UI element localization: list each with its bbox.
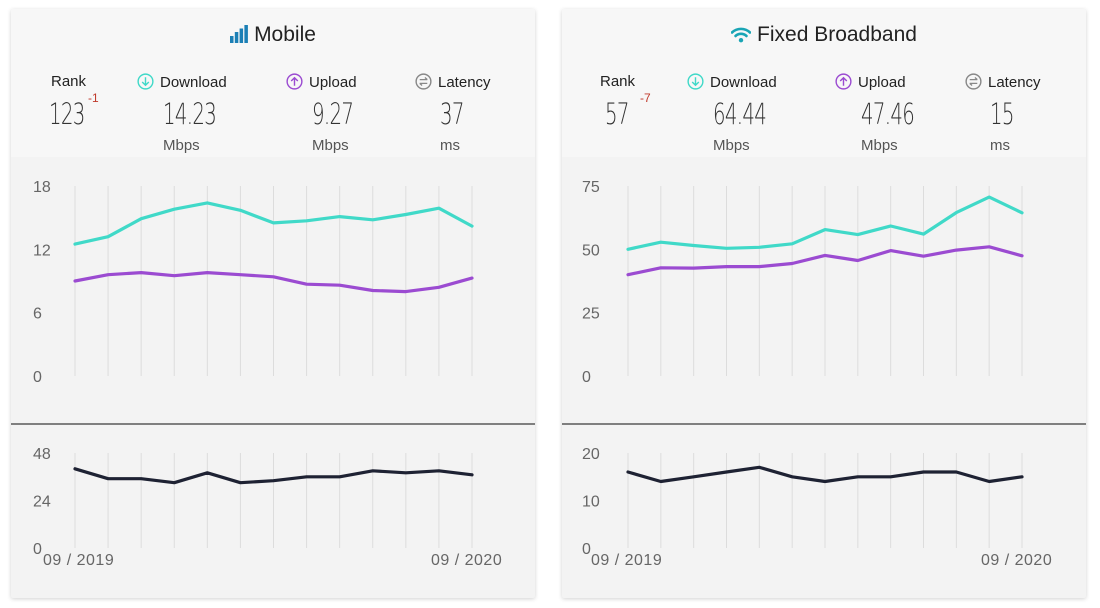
mobile-summary: Mobile Rank 123 -1 Download 14.23 Mbps U… — [11, 9, 535, 157]
latency-label-text: Latency — [988, 74, 1041, 91]
speed-y-tick: 12 — [33, 242, 51, 259]
download-value: 14.23 — [163, 97, 217, 131]
download-line — [73, 201, 474, 246]
latency-label-text: Latency — [438, 74, 491, 91]
speed-y-tick: 0 — [33, 369, 42, 386]
upload-label-text: Upload — [309, 74, 357, 91]
download-arrow-icon — [687, 73, 704, 90]
wifi-icon — [730, 25, 752, 49]
broadband-charts: 0 25 50 75 0 10 20 — [562, 179, 1086, 558]
upload-label: Upload — [835, 73, 906, 91]
download-line — [626, 195, 1024, 251]
speed-y-tick: 50 — [582, 242, 600, 259]
upload-arrow-icon — [286, 73, 303, 90]
latency-y-tick: 20 — [582, 446, 600, 463]
mobile-charts: 0 6 12 18 0 24 48 — [11, 179, 535, 558]
latency-y-tick: 24 — [33, 494, 51, 511]
download-label: Download — [137, 73, 227, 91]
latency-unit: ms — [440, 137, 460, 154]
download-label-text: Download — [710, 74, 777, 91]
latency-value: 15 — [990, 97, 1014, 131]
latency-y-tick: 0 — [33, 541, 42, 558]
broadband-title: Fixed Broadband — [562, 23, 1086, 49]
download-unit: Mbps — [163, 137, 200, 154]
upload-value: 9.27 — [312, 97, 354, 131]
download-value: 64.44 — [713, 97, 767, 131]
mobile-date-end: 09 / 2020 — [431, 552, 503, 569]
download-label: Download — [687, 73, 777, 91]
broadband-title-text: Fixed Broadband — [757, 23, 917, 46]
latency-line — [626, 465, 1024, 484]
rank-value: 57 — [605, 97, 629, 131]
rank-delta: -1 — [88, 91, 99, 105]
latency-y-tick: 48 — [33, 446, 51, 463]
mobile-title-text: Mobile — [254, 23, 316, 46]
broadband-date-end: 09 / 2020 — [981, 552, 1053, 569]
rank-label: Rank — [600, 73, 636, 90]
upload-line — [73, 271, 474, 294]
broadband-summary: Fixed Broadband Rank 57 -7 Download 64.4… — [562, 9, 1086, 157]
latency-y-tick: 10 — [582, 494, 600, 511]
upload-line — [626, 245, 1024, 277]
upload-label-text: Upload — [858, 74, 906, 91]
upload-unit: Mbps — [861, 137, 898, 154]
latency-unit: ms — [990, 137, 1010, 154]
upload-unit: Mbps — [312, 137, 349, 154]
download-arrow-icon — [137, 73, 154, 90]
speed-y-tick: 18 — [33, 179, 51, 196]
rank-delta: -7 — [640, 91, 651, 105]
mobile-date-start: 09 / 2019 — [43, 552, 115, 569]
latency-y-tick: 0 — [582, 541, 591, 558]
latency-label: Latency — [965, 73, 1041, 91]
speed-y-tick: 25 — [582, 306, 600, 323]
speed-y-tick: 6 — [33, 306, 42, 323]
rank-value: 123 — [49, 97, 85, 131]
upload-arrow-icon — [835, 73, 852, 90]
upload-value: 47.46 — [861, 97, 915, 131]
download-label-text: Download — [160, 74, 227, 91]
mobile-panel: Mobile Rank 123 -1 Download 14.23 Mbps U… — [11, 9, 535, 598]
mobile-title: Mobile — [11, 23, 535, 49]
latency-line — [73, 467, 474, 485]
latency-arrows-icon — [415, 73, 432, 90]
latency-value: 37 — [440, 97, 464, 131]
broadband-date-start: 09 / 2019 — [591, 552, 663, 569]
signal-bars-icon — [230, 25, 248, 49]
rank-label: Rank — [51, 73, 87, 90]
speed-y-tick: 75 — [582, 179, 600, 196]
upload-label: Upload — [286, 73, 357, 91]
speed-y-tick: 0 — [582, 369, 591, 386]
download-unit: Mbps — [713, 137, 750, 154]
latency-arrows-icon — [965, 73, 982, 90]
broadband-panel: Fixed Broadband Rank 57 -7 Download 64.4… — [562, 9, 1086, 598]
latency-label: Latency — [415, 73, 491, 91]
